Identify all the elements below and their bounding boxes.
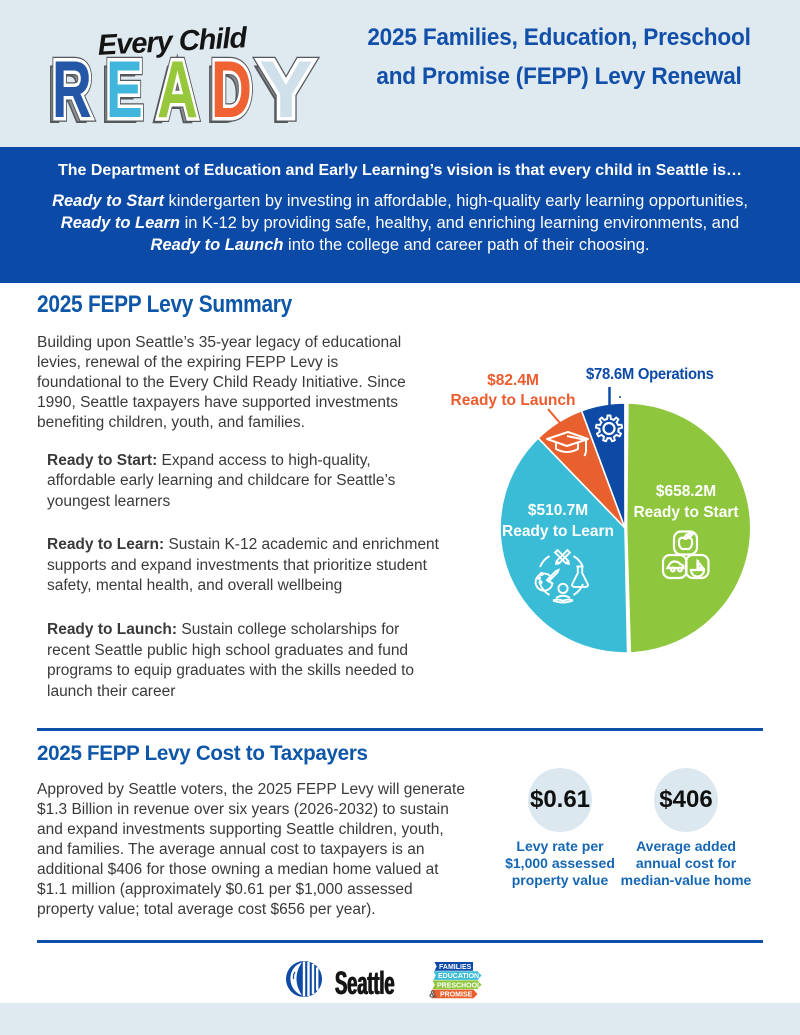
svg-text:Y: Y: [259, 45, 313, 135]
svg-text:Y: Y: [259, 45, 313, 135]
svg-text:E: E: [106, 43, 143, 134]
svg-text:D: D: [211, 44, 252, 134]
svg-text:A: A: [157, 44, 198, 134]
svg-text:FAMILIES: FAMILIES: [439, 964, 472, 971]
svg-text:R: R: [52, 43, 92, 134]
svg-text:A: A: [157, 44, 198, 134]
svg-text:Y: Y: [259, 45, 313, 135]
svg-text:D: D: [206, 49, 247, 139]
svg-text:D: D: [211, 44, 252, 134]
svg-text:PROMISE: PROMISE: [440, 992, 473, 999]
svg-text:D: D: [211, 44, 252, 134]
svg-text:A: A: [157, 44, 198, 134]
svg-text:R: R: [52, 43, 92, 134]
svg-text:E: E: [106, 43, 143, 134]
svg-text:Y: Y: [254, 50, 308, 140]
svg-text:PRESCHOOL: PRESCHOOL: [437, 982, 482, 989]
svg-text:R: R: [52, 43, 92, 134]
svg-text:&: &: [429, 988, 437, 1000]
svg-text:E: E: [106, 43, 143, 134]
svg-text:R: R: [47, 48, 87, 139]
svg-text:A: A: [152, 49, 193, 139]
svg-text:EDUCATION: EDUCATION: [438, 973, 479, 980]
svg-text:E: E: [101, 48, 138, 139]
